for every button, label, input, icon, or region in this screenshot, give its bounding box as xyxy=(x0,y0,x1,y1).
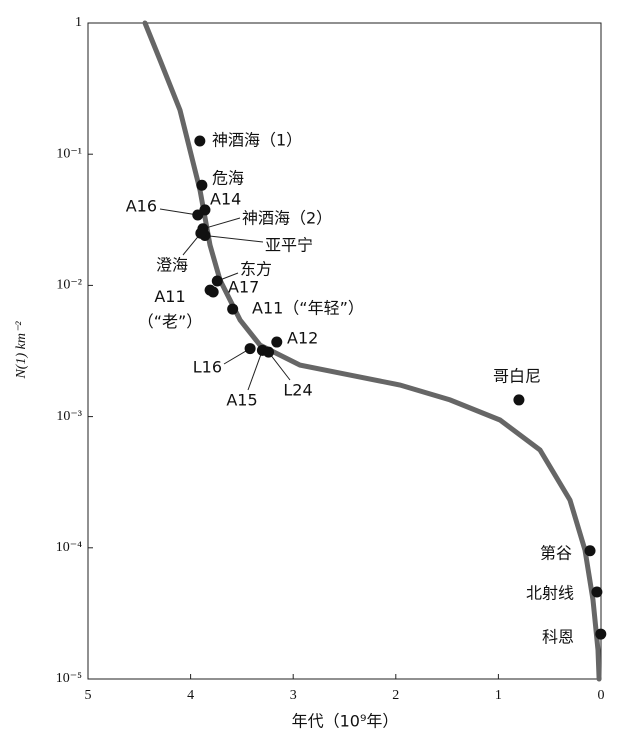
point-label: 科恩 xyxy=(542,628,574,647)
leader-line xyxy=(268,351,291,381)
data-point xyxy=(227,303,239,315)
y-tick-label: 10⁻² xyxy=(56,278,82,293)
point-label: 澄海 xyxy=(156,256,188,275)
leader-line xyxy=(159,208,198,216)
leader-line xyxy=(204,235,264,243)
y-tick-label: 10⁻⁴ xyxy=(56,540,82,555)
point-label: 神酒海（2） xyxy=(242,209,332,228)
point-label: A14 xyxy=(210,190,241,209)
plot-frame xyxy=(87,22,602,680)
x-tick-label: 0 xyxy=(598,688,605,703)
data-point xyxy=(263,346,275,358)
data-point xyxy=(195,227,207,239)
y-tick-label: 10⁻³ xyxy=(56,409,82,424)
y-tick-label: 1 xyxy=(75,15,82,30)
data-point xyxy=(584,545,596,557)
point-label: A15 xyxy=(226,391,257,410)
data-point xyxy=(192,209,204,221)
y-tick-label: 10⁻⁵ xyxy=(56,671,82,686)
x-axis-label: 年代（10⁹年） xyxy=(292,712,399,731)
data-point xyxy=(194,135,206,147)
point-label: 神酒海（1） xyxy=(212,131,302,150)
data-point xyxy=(591,586,603,598)
data-point xyxy=(244,343,256,355)
point-label: A16 xyxy=(126,197,157,216)
model-curve xyxy=(142,20,602,682)
y-axis-label: N(1) km⁻² xyxy=(14,321,29,380)
point-label: 第谷 xyxy=(540,544,572,563)
data-point xyxy=(271,336,283,348)
x-tick-label: 3 xyxy=(290,688,297,703)
point-label: 东方 xyxy=(240,260,272,279)
point-label: A17 xyxy=(228,278,259,297)
x-tick-label: 1 xyxy=(495,688,502,703)
point-label: A11（“年轻”） xyxy=(252,299,364,318)
x-tick-label: 4 xyxy=(187,688,194,703)
data-point xyxy=(211,275,223,287)
point-label: L24 xyxy=(283,381,312,400)
point-label: 危海 xyxy=(212,169,244,188)
leader-line xyxy=(202,217,241,230)
x-tick-label: 2 xyxy=(392,688,399,703)
x-tick-label: 5 xyxy=(85,688,92,703)
data-point xyxy=(196,179,208,191)
leader-line xyxy=(247,350,263,391)
y-tick-label: 10⁻¹ xyxy=(56,146,82,161)
data-point xyxy=(595,628,607,640)
point-label: 亚平宁 xyxy=(265,236,313,255)
data-point xyxy=(207,286,219,298)
point-label: L16 xyxy=(193,358,222,377)
data-point xyxy=(513,394,525,406)
point-label: 哥白尼 xyxy=(493,367,541,386)
point-label: A12 xyxy=(287,329,318,348)
point-label: 北射线 xyxy=(526,584,574,603)
point-label: A11 （“老”） xyxy=(137,287,203,331)
